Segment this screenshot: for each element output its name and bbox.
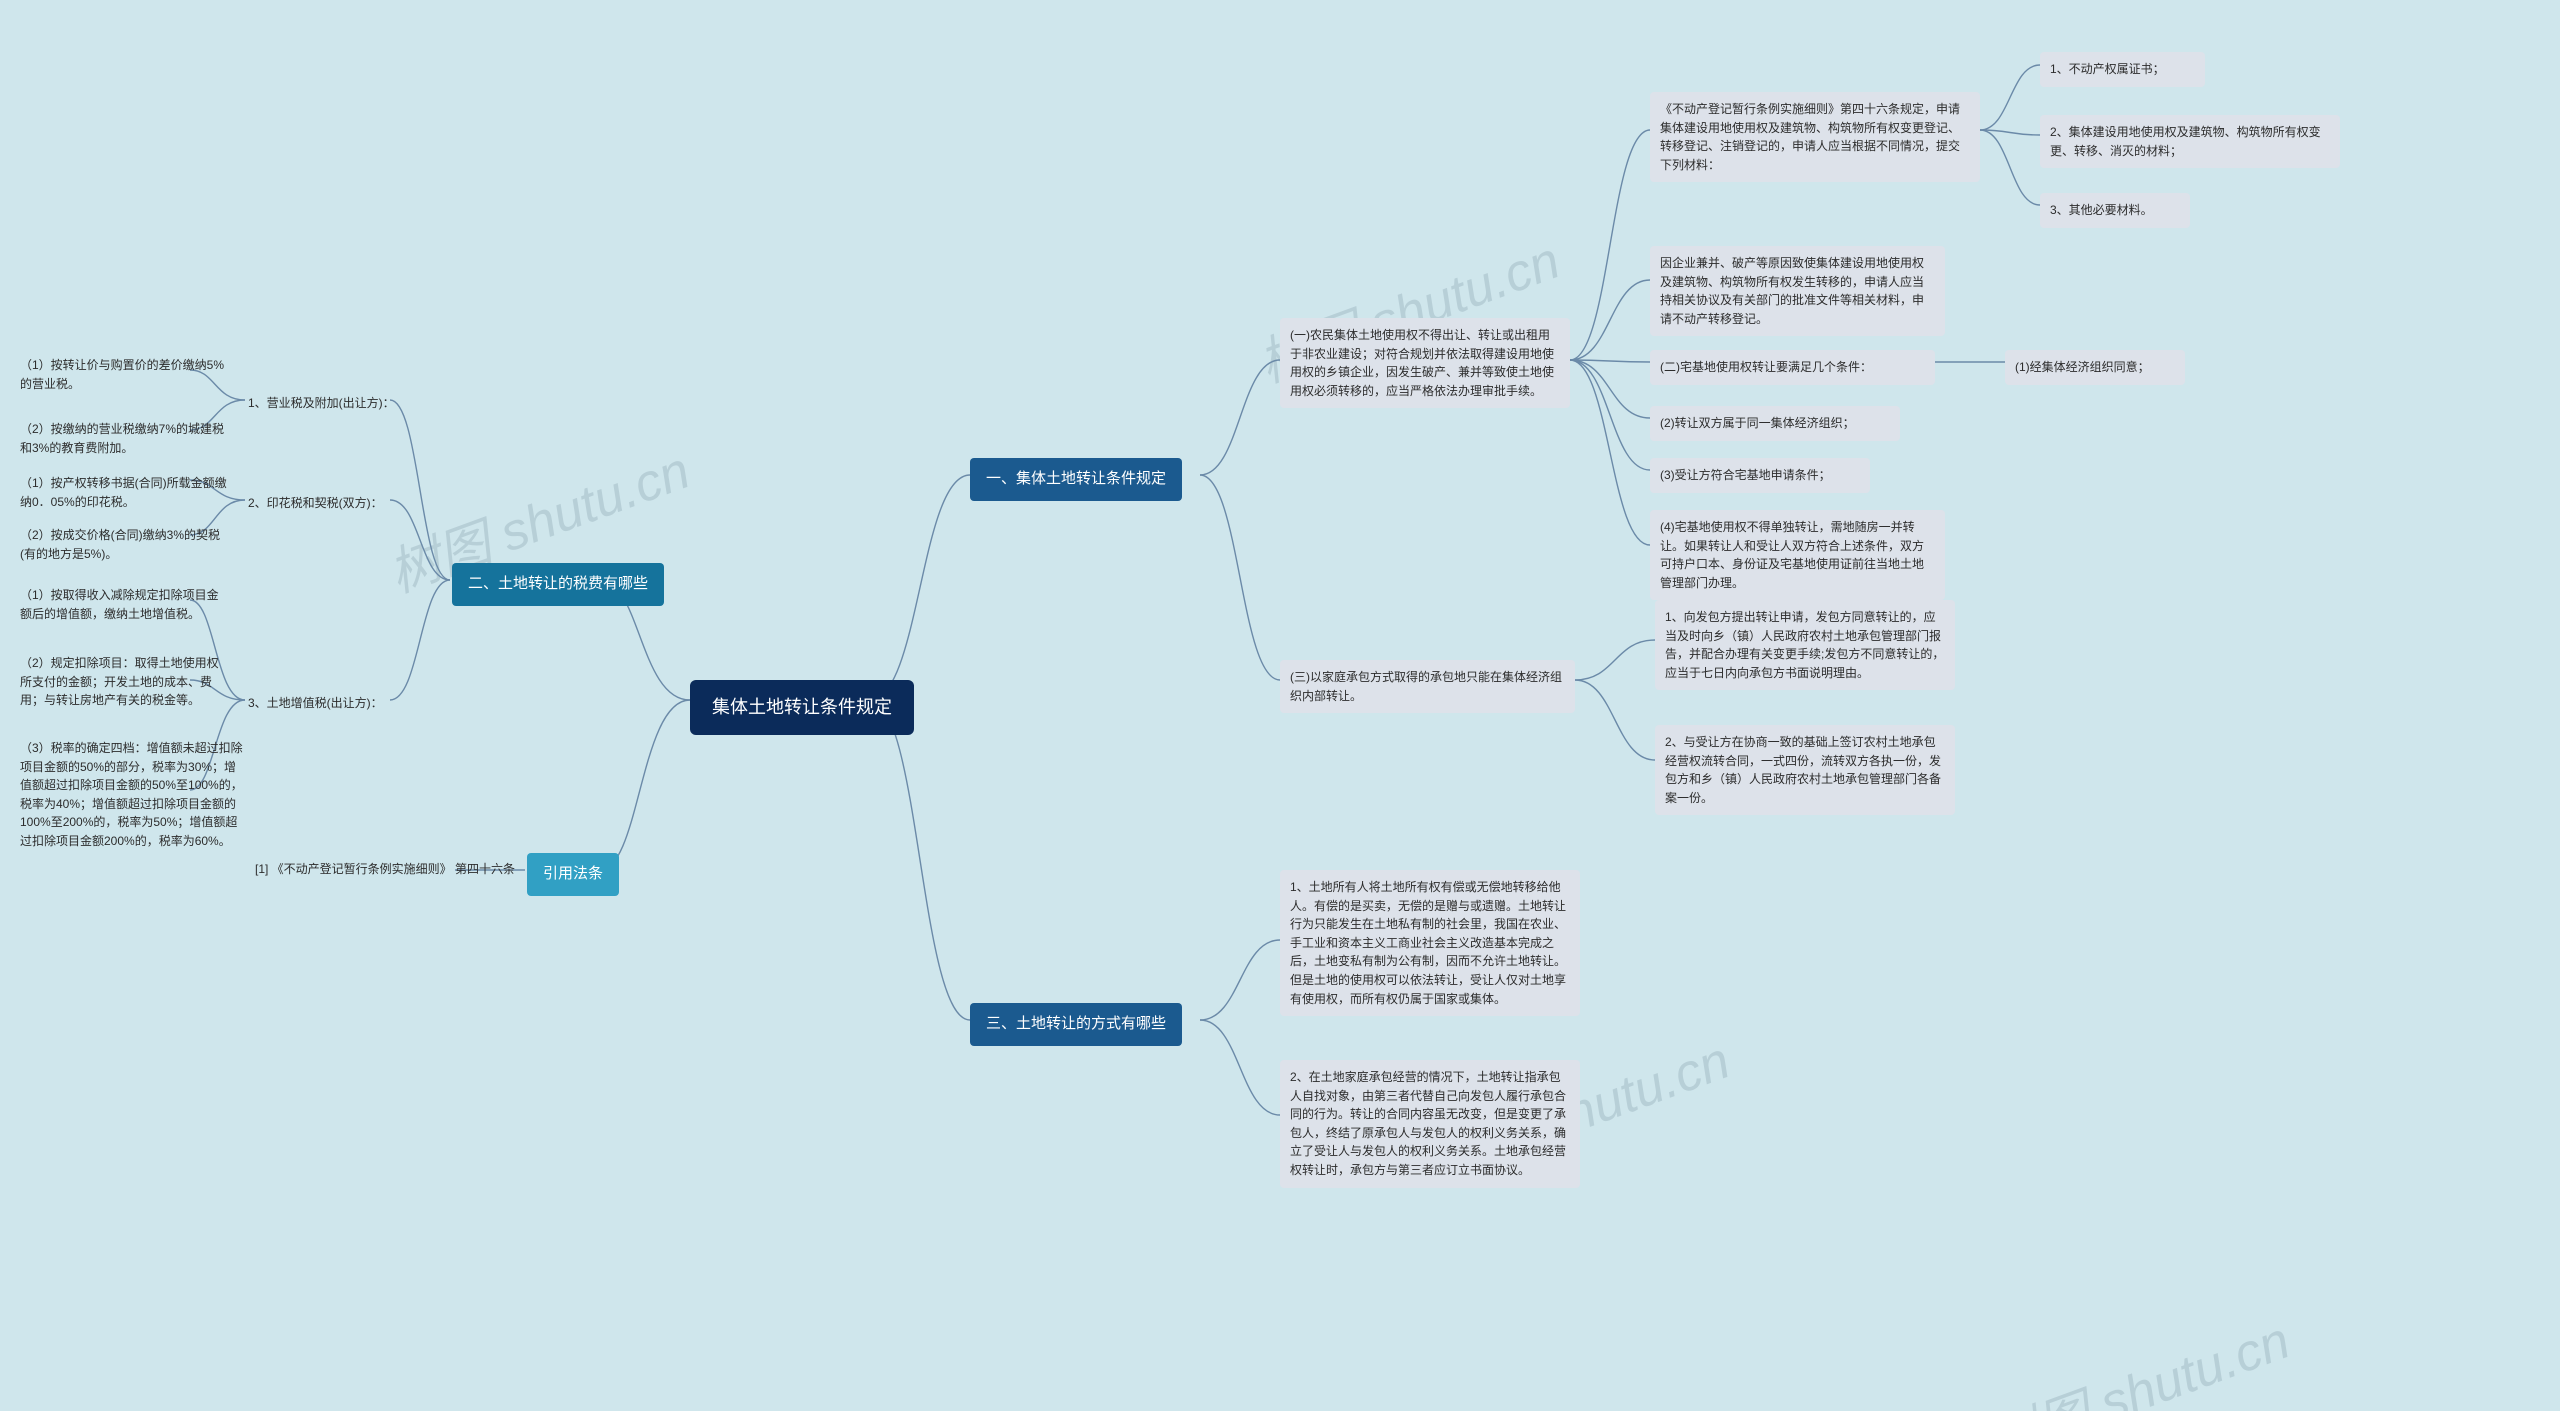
r1-c1-g1-b[interactable]: 2、集体建设用地使用权及建筑物、构筑物所有权变更、转移、消灭的材料； [2040,115,2340,168]
l1-s1[interactable]: 1、营业税及附加(出让方)： [248,390,395,417]
l1-s2-b[interactable]: （2）按成交价格(合同)缴纳3%的契税(有的地方是5%)。 [20,522,230,567]
l2-a[interactable]: [1] 《不动产登记暂行条例实施细则》 第四十六条 [255,856,515,883]
watermark: 树图 shutu.cn [1977,1298,2299,1411]
r3-b[interactable]: 2、在土地家庭承包经营的情况下，土地转让指承包人自找对象，由第三者代替自己向发包… [1280,1060,1580,1188]
r1-c2-a[interactable]: 1、向发包方提出转让申请，发包方同意转让的，应当及时向乡（镇）人民政府农村土地承… [1655,600,1955,690]
branch-r3[interactable]: 三、土地转让的方式有哪些 [970,1003,1182,1046]
r1-c2[interactable]: (三)以家庭承包方式取得的承包地只能在集体经济组织内部转让。 [1280,660,1575,713]
r1-c1-g2[interactable]: 因企业兼并、破产等原因致使集体建设用地使用权及建筑物、构筑物所有权发生转移的，申… [1650,246,1945,336]
r1-c1-g1-a[interactable]: 1、不动产权属证书； [2040,52,2205,87]
l1-s3-a[interactable]: （1）按取得收入减除规定扣除项目金额后的增值额，缴纳土地增值税。 [20,582,230,627]
l1-s3[interactable]: 3、土地增值税(出让方)： [248,690,383,717]
r1-c1-g4[interactable]: (2)转让双方属于同一集体经济组织； [1650,406,1900,441]
l1-s2-a[interactable]: （1）按产权转移书据(合同)所载金额缴纳0．05%的印花税。 [20,470,230,515]
r1-c1-g1-c[interactable]: 3、其他必要材料。 [2040,193,2190,228]
l1-s1-b[interactable]: （2）按缴纳的营业税缴纳7%的城建税和3%的教育费附加。 [20,416,230,461]
l1-s2[interactable]: 2、印花税和契税(双方)： [248,490,383,517]
r1-c1-g1[interactable]: 《不动产登记暂行条例实施细则》第四十六条规定，申请集体建设用地使用权及建筑物、构… [1650,92,1980,182]
l1-s1-a[interactable]: （1）按转让价与购置价的差价缴纳5%的营业税。 [20,352,230,397]
branch-r1[interactable]: 一、集体土地转让条件规定 [970,458,1182,501]
l1-s3-b[interactable]: （2）规定扣除项目：取得土地使用权所支付的金额；开发土地的成本、费用；与转让房地… [20,650,230,714]
mindmap-canvas: 树图 shutu.cn 树图 shutu.cn 树图 shutu.cn 树图 s… [0,0,2560,1411]
branch-l2[interactable]: 引用法条 [527,853,619,896]
r3-a[interactable]: 1、土地所有人将土地所有权有偿或无偿地转移给他人。有偿的是买卖，无偿的是赠与或遗… [1280,870,1580,1016]
root-node[interactable]: 集体土地转让条件规定 [690,680,914,735]
r1-c2-b[interactable]: 2、与受让方在协商一致的基础上签订农村土地承包经营权流转合同，一式四份，流转双方… [1655,725,1955,815]
r1-c1[interactable]: (一)农民集体土地使用权不得出让、转让或出租用于非农业建设；对符合规划并依法取得… [1280,318,1570,408]
r1-c1-g3-a[interactable]: (1)经集体经济组织同意； [2005,350,2185,385]
r1-c1-g6[interactable]: (4)宅基地使用权不得单独转让，需地随房一并转让。如果转让人和受让人双方符合上述… [1650,510,1945,600]
l1-s3-c[interactable]: （3）税率的确定四档：增值额未超过扣除项目金额的50%的部分，税率为30%；增值… [20,735,245,855]
branch-l1[interactable]: 二、土地转让的税费有哪些 [452,563,664,606]
r1-c1-g3[interactable]: (二)宅基地使用权转让要满足几个条件： [1650,350,1935,385]
r1-c1-g5[interactable]: (3)受让方符合宅基地申请条件； [1650,458,1870,493]
